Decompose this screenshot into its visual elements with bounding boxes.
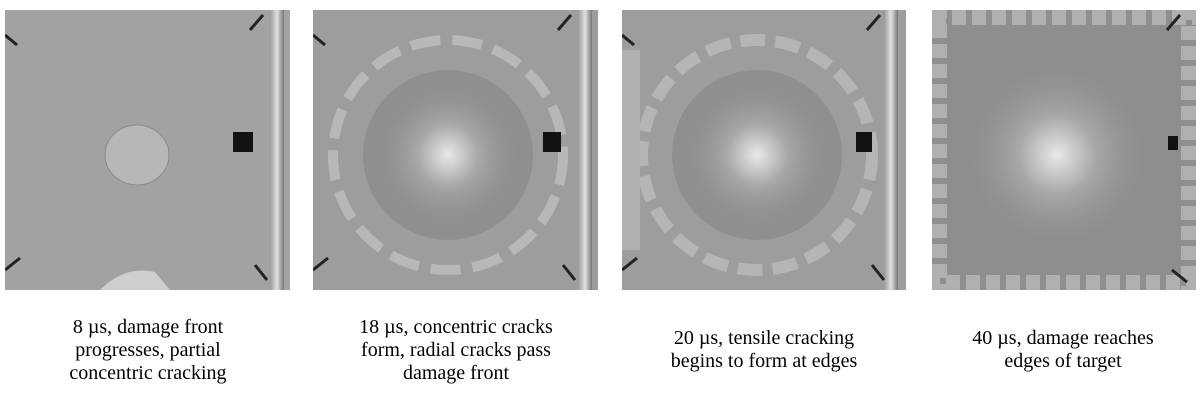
caption: 8 µs, damage front progresses, partial c… bbox=[8, 316, 288, 385]
photo-18us bbox=[313, 10, 598, 290]
caption-line: damage front bbox=[316, 362, 596, 385]
caption-line: edges of target bbox=[924, 350, 1202, 373]
figure-page: 8 µs, damage front progresses, partial c… bbox=[0, 0, 1202, 403]
caption: 40 µs, damage reaches edges of target bbox=[924, 327, 1202, 373]
caption-line: 20 µs, tensile cracking bbox=[624, 327, 904, 350]
photo-8us bbox=[5, 10, 290, 290]
photo-40us bbox=[932, 10, 1196, 290]
caption: 20 µs, tensile cracking begins to form a… bbox=[624, 327, 904, 373]
caption-line: concentric cracking bbox=[8, 362, 288, 385]
caption: 18 µs, concentric cracks form, radial cr… bbox=[316, 316, 596, 385]
caption-line: 8 µs, damage front bbox=[8, 316, 288, 339]
photo-20us bbox=[622, 10, 906, 290]
caption-line: progresses, partial bbox=[8, 339, 288, 362]
caption-line: form, radial cracks pass bbox=[316, 339, 596, 362]
caption-line: begins to form at edges bbox=[624, 350, 904, 373]
caption-line: 18 µs, concentric cracks bbox=[316, 316, 596, 339]
caption-line: 40 µs, damage reaches bbox=[924, 327, 1202, 350]
